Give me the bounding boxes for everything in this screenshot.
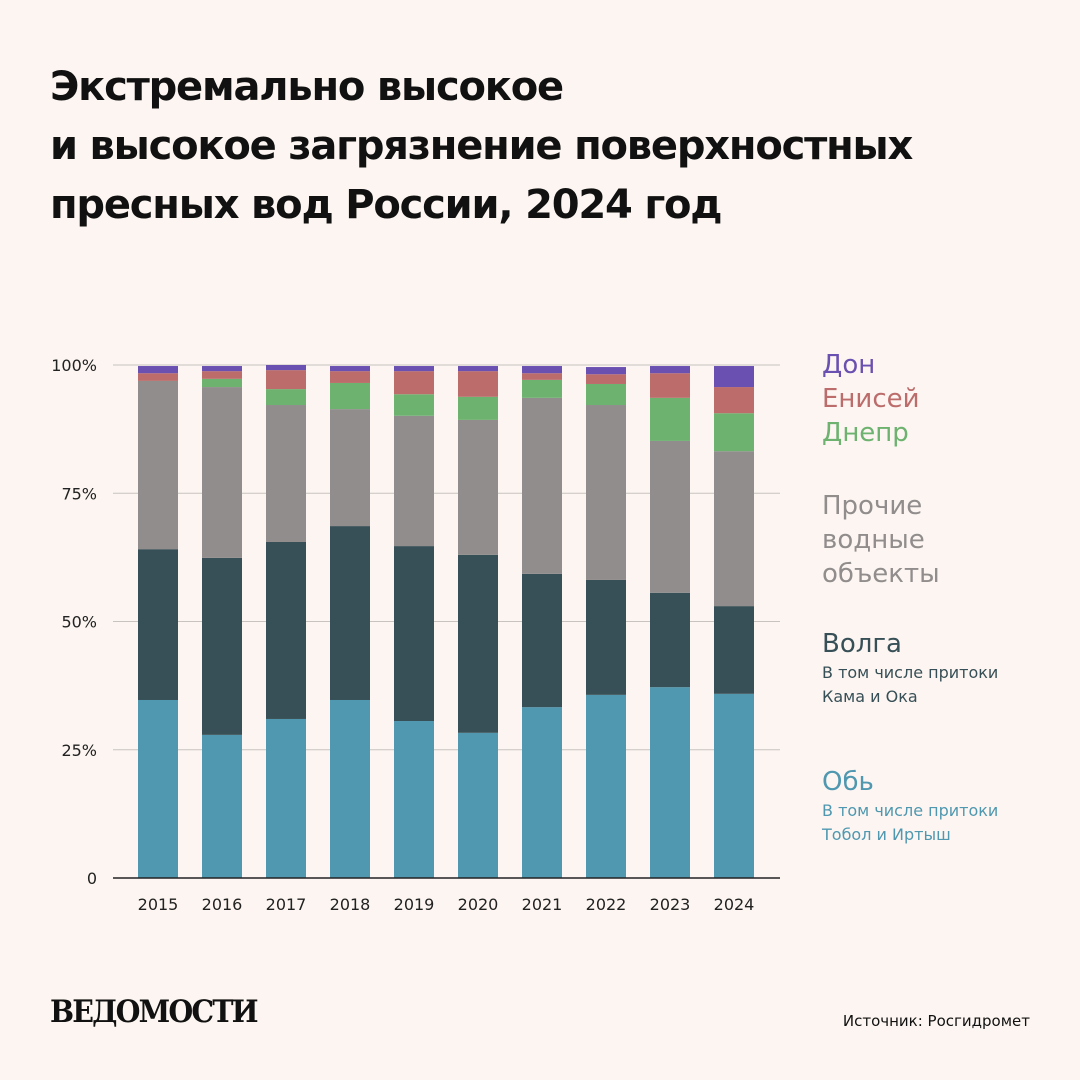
bar-segment-дон [138,366,178,374]
bar-segment-волга [650,592,690,688]
bar-segment-волга [586,579,626,695]
bar-segment-обь [394,721,434,878]
x-tick-label: 2016 [202,895,243,914]
bar-segment-прочие [714,451,754,607]
legend-ob-note: В том числе притоки [822,801,999,820]
chart-title: Экстремально высокое и высокое загрязнен… [50,58,1050,235]
bar-segment-дон [394,366,434,372]
title-line-2: и высокое загрязнение поверхностных [50,123,913,169]
legend-volga-note: Кама и Ока [822,687,918,706]
legend-dnepr: Днепр [822,418,909,448]
bar-segment-волга [266,541,306,719]
bar-segment-прочие [266,405,306,542]
bar-segment-волга [138,549,178,700]
bar-segment-обь [266,718,306,878]
y-tick-label: 50% [61,613,97,632]
bar-segment-обь [202,734,242,878]
legend-ob: Обь В том числе притоки Тобол и Иртыш [822,765,998,847]
bar-segment-днепр [458,396,498,420]
bar-segment-енисей [138,373,178,381]
x-tick-label: 2021 [522,895,563,914]
bar-segment-днепр [266,389,306,406]
bar-segment-волга [714,606,754,694]
legend-volga: Волга В том числе притоки Кама и Ока [822,627,998,709]
bar-segment-волга [522,573,562,708]
bar-segment-енисей [266,370,306,390]
vedomosti-logo: ВЕДОМОСТИ [50,994,259,1030]
bar-segment-днепр [330,382,370,410]
bar-segment-днепр [394,394,434,416]
legend-ob-note: Тобол и Иртыш [822,825,951,844]
bar-segment-прочие [522,397,562,574]
bar-segment-дон [266,365,306,371]
x-tick-label: 2018 [330,895,371,914]
bar-segment-обь [458,732,498,878]
bar-segment-прочие [138,380,178,550]
x-tick-label: 2022 [586,895,627,914]
bar-segment-обь [330,699,370,878]
legend-don: Дон [822,350,876,380]
bar-segment-дон [650,366,690,374]
title-line-1: Экстремально высокое [50,64,564,110]
bar-segment-дон [202,366,242,372]
bar-segment-прочие [394,415,434,547]
bar-segment-волга [458,554,498,733]
bar-segment-енисей [522,373,562,380]
title-line-3: пресных вод России, 2024 год [50,182,723,228]
bar-segment-дон [522,366,562,374]
bar-segment-енисей [714,387,754,414]
legend-other-line: водные [822,525,925,555]
legend-ob-label: Обь [822,767,874,797]
legend-other-line: объекты [822,559,940,589]
y-tick-label: 0 [87,869,97,888]
bar-segment-обь [586,694,626,878]
legend-volga-note: В том числе притоки [822,663,999,682]
bar-segment-прочие [586,405,626,580]
bar-segment-енисей [202,371,242,379]
bar-segment-енисей [458,371,498,397]
x-tick-label: 2015 [138,895,179,914]
legend-other: Прочие водные объекты [822,489,940,591]
y-tick-label: 100% [51,356,97,375]
bar-segment-днепр [202,378,242,388]
bar-segment-енисей [650,373,690,398]
bar-segment-днепр [586,383,626,406]
bar-segment-днепр [714,413,754,452]
bar-segment-днепр [650,397,690,441]
bar-segment-обь [714,693,754,878]
bar-segment-прочие [650,440,690,593]
bar-segment-дон [714,366,754,388]
legend-other-line: Прочие [822,491,923,521]
bar-segment-енисей [586,374,626,384]
bar-segment-дон [330,366,370,372]
bar-segment-прочие [202,387,242,558]
bar-segment-волга [330,526,370,700]
y-tick-label: 75% [61,484,97,503]
bar-segment-енисей [394,371,434,395]
x-tick-label: 2024 [714,895,755,914]
bar-segment-прочие [458,419,498,555]
x-tick-label: 2017 [266,895,307,914]
x-tick-label: 2020 [458,895,499,914]
y-tick-label: 25% [61,741,97,760]
legend-volga-label: Волга [822,629,902,659]
bar-segment-обь [522,707,562,878]
bar-segment-обь [650,687,690,878]
bar-segment-днепр [522,379,562,398]
bar-segment-дон [458,366,498,372]
x-tick-label: 2023 [650,895,691,914]
bar-segment-дон [586,367,626,375]
bar-segment-волга [394,546,434,722]
bar-segment-обь [138,699,178,878]
source-note: Источник: Росгидромет [842,1012,1030,1030]
x-tick-label: 2019 [394,895,435,914]
bar-segment-волга [202,557,242,735]
legend-yenisei: Енисей [822,384,920,414]
bar-segment-прочие [330,409,370,527]
bar-segment-енисей [330,371,370,383]
